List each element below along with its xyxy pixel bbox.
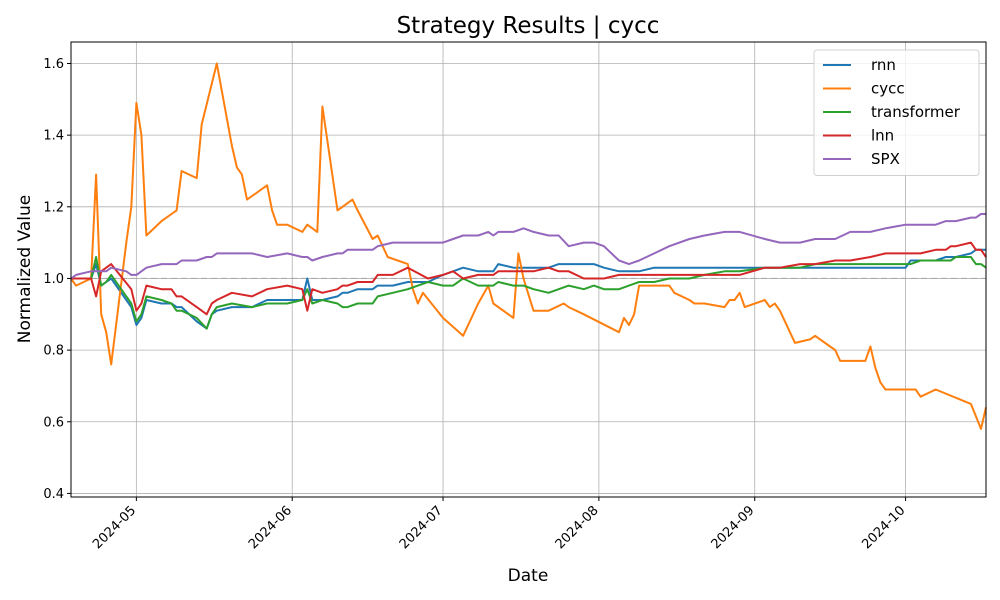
y-axis-label: Normalized Value bbox=[15, 195, 35, 344]
y-tick-label: 1.2 bbox=[43, 200, 64, 215]
legend-box bbox=[813, 49, 980, 176]
y-tick-label: 0.4 bbox=[43, 487, 64, 502]
y-tick-label: 1.0 bbox=[43, 272, 64, 287]
y-axis-ticks: 0.4 0.6 0.8 1.0 1.2 1.4 1.6 bbox=[43, 57, 71, 502]
legend-label-lnn: lnn bbox=[871, 127, 894, 145]
chart-title: Strategy Results | cycc bbox=[397, 13, 660, 39]
legend: rnn cycc transformer lnn SPX bbox=[813, 49, 980, 176]
y-tick-label: 0.8 bbox=[43, 344, 64, 359]
series-lines bbox=[70, 62, 987, 430]
series-line-lnn bbox=[71, 241, 987, 316]
legend-label-cycc: cycc bbox=[871, 80, 905, 98]
y-tick-label: 1.6 bbox=[43, 57, 64, 72]
x-axis-label: Date bbox=[508, 566, 549, 586]
y-tick-label: 1.4 bbox=[43, 129, 64, 144]
legend-label-rnn: rnn bbox=[871, 56, 896, 74]
series-line-spx bbox=[70, 213, 986, 280]
series-line-transformer bbox=[71, 256, 987, 330]
plot-frame bbox=[70, 41, 987, 498]
y-tick-label: 0.6 bbox=[43, 415, 64, 430]
series-line-cycc bbox=[70, 62, 987, 430]
legend-label-spx: SPX bbox=[871, 150, 900, 168]
series-line-rnn bbox=[71, 248, 986, 330]
legend-label-transformer: transformer bbox=[871, 103, 961, 121]
